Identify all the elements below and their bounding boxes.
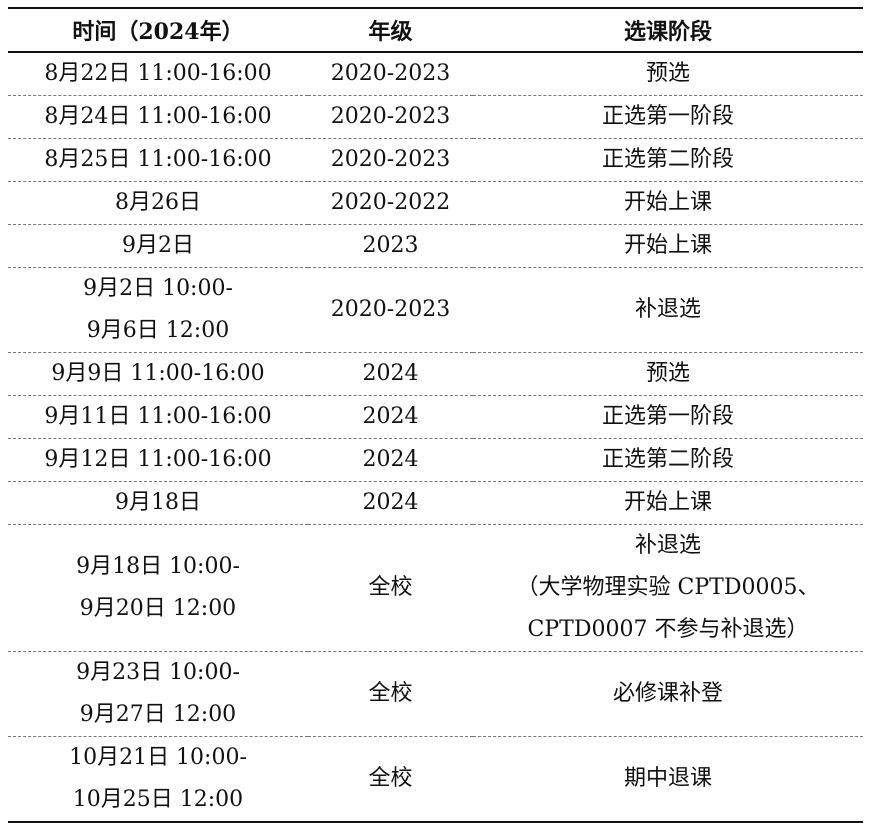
stage-cell: 正选第一阶段 xyxy=(473,395,863,439)
grade-cell: 2020-2023 xyxy=(308,267,473,353)
grade-cell: 2020-2022 xyxy=(308,181,473,225)
stage-cell: 开始上课 xyxy=(473,181,863,225)
stage-cell-line: 开始上课 xyxy=(623,190,712,215)
table-row: 9月18日 10:00- 9月20日 12:00 全校 补退选 （大学物理实验 CPTD… xyxy=(8,524,863,652)
time-cell-line: 8月25日 11:00-16:00 xyxy=(44,147,272,172)
time-cell: 9月2日 10:00- 9月6日 12:00 xyxy=(8,267,308,353)
table-row: 8月26日 2020-2022 开始上课 xyxy=(8,181,863,225)
time-cell: 9月9日 11:00-16:00 xyxy=(8,352,308,396)
stage-cell: 必修课补登 xyxy=(473,651,863,737)
grade-cell: 2020-2023 xyxy=(308,138,473,182)
stage-cell: 正选第二阶段 xyxy=(473,138,863,182)
time-cell-line: 9月2日 xyxy=(122,233,194,258)
stage-cell-line: 预选 xyxy=(645,361,690,386)
grade-cell: 2023 xyxy=(308,224,473,268)
time-cell-line: 9月20日 12:00 xyxy=(79,596,237,621)
time-cell-line: 9月9日 11:00-16:00 xyxy=(51,361,265,386)
stage-cell-line: 必修课补登 xyxy=(612,681,723,706)
table-row: 9月2日 2023 开始上课 xyxy=(8,224,863,268)
table-row: 8月25日 11:00-16:00 2020-2023 正选第二阶段 xyxy=(8,138,863,182)
stage-cell-line: 补退选 xyxy=(634,297,701,322)
stage-cell: 开始上课 xyxy=(473,481,863,525)
stage-cell: 补退选 xyxy=(473,267,863,353)
time-cell-line: 8月22日 11:00-16:00 xyxy=(44,61,272,86)
table-row: 9月2日 10:00- 9月6日 12:00 2020-2023 补退选 xyxy=(8,267,863,353)
time-cell-line: 8月24日 11:00-16:00 xyxy=(44,104,272,129)
table-row: 9月18日 2024 开始上课 xyxy=(8,481,863,525)
stage-cell: 正选第一阶段 xyxy=(473,95,863,139)
header-row: 时间（2024年） 年级 选课阶段 xyxy=(8,7,863,53)
table-row: 8月24日 11:00-16:00 2020-2023 正选第一阶段 xyxy=(8,95,863,139)
stage-cell-line: 期中退课 xyxy=(623,766,712,791)
table-row: 10月21日 10:00- 10月25日 12:00 全校 期中退课 xyxy=(8,736,863,823)
grade-cell: 2024 xyxy=(308,481,473,525)
time-cell-line: 9月18日 xyxy=(115,490,201,515)
table-row: 9月9日 11:00-16:00 2024 预选 xyxy=(8,352,863,396)
header-time: 时间（2024年） xyxy=(8,7,308,53)
table-body: 8月22日 11:00-16:00 2020-2023 预选 8月24日 11:00-… xyxy=(8,52,863,823)
grade-cell: 全校 xyxy=(308,736,473,823)
grade-cell: 全校 xyxy=(308,651,473,737)
table-row: 9月23日 10:00- 9月27日 12:00 全校 必修课补登 xyxy=(8,651,863,737)
stage-cell: 开始上课 xyxy=(473,224,863,268)
time-cell: 9月18日 10:00- 9月20日 12:00 xyxy=(8,524,308,652)
schedule-table: 时间（2024年） 年级 选课阶段 8月22日 11:00-16:00 2020-… xyxy=(8,7,863,823)
stage-cell-line: CPTD0007 不参与补退选） xyxy=(527,617,809,642)
time-cell: 8月26日 xyxy=(8,181,308,225)
stage-cell-line: 正选第二阶段 xyxy=(601,147,734,172)
time-cell-line: 10月25日 12:00 xyxy=(72,787,244,812)
stage-cell: 补退选 （大学物理实验 CPTD0005、 CPTD0007 不参与补退选） xyxy=(473,524,863,652)
time-cell: 9月23日 10:00- 9月27日 12:00 xyxy=(8,651,308,737)
grade-cell: 2024 xyxy=(308,395,473,439)
table-row: 8月22日 11:00-16:00 2020-2023 预选 xyxy=(8,52,863,96)
table-row: 9月11日 11:00-16:00 2024 正选第一阶段 xyxy=(8,395,863,439)
grade-cell: 全校 xyxy=(308,524,473,652)
grade-cell: 2020-2023 xyxy=(308,52,473,96)
stage-cell-line: 预选 xyxy=(645,61,690,86)
time-cell-line: 9月11日 11:00-16:00 xyxy=(44,404,272,429)
stage-cell-line: 开始上课 xyxy=(623,233,712,258)
time-cell-line: 9月6日 12:00 xyxy=(86,318,230,343)
header-grade: 年级 xyxy=(308,7,473,53)
time-cell: 9月11日 11:00-16:00 xyxy=(8,395,308,439)
time-cell-line: 9月12日 11:00-16:00 xyxy=(44,447,272,472)
time-cell-line: 9月2日 10:00- xyxy=(83,276,233,301)
stage-cell: 正选第二阶段 xyxy=(473,438,863,482)
time-cell: 9月12日 11:00-16:00 xyxy=(8,438,308,482)
stage-cell: 预选 xyxy=(473,52,863,96)
stage-cell-line: 开始上课 xyxy=(623,490,712,515)
time-cell: 9月2日 xyxy=(8,224,308,268)
stage-cell-line: 补退选 xyxy=(634,533,701,558)
time-cell: 8月24日 11:00-16:00 xyxy=(8,95,308,139)
stage-cell-line: 正选第一阶段 xyxy=(601,404,734,429)
stage-cell-line: （大学物理实验 CPTD0005、 xyxy=(516,575,820,600)
stage-cell-line: 正选第二阶段 xyxy=(601,447,734,472)
time-cell-line: 8月26日 xyxy=(115,190,201,215)
time-cell-line: 9月27日 12:00 xyxy=(79,702,237,727)
time-cell: 9月18日 xyxy=(8,481,308,525)
time-cell: 8月22日 11:00-16:00 xyxy=(8,52,308,96)
time-cell-line: 10月21日 10:00- xyxy=(69,745,247,770)
time-cell: 8月25日 11:00-16:00 xyxy=(8,138,308,182)
grade-cell: 2020-2023 xyxy=(308,95,473,139)
stage-cell: 期中退课 xyxy=(473,736,863,823)
time-cell: 10月21日 10:00- 10月25日 12:00 xyxy=(8,736,308,823)
grade-cell: 2024 xyxy=(308,438,473,482)
header-stage: 选课阶段 xyxy=(473,7,863,53)
grade-cell: 2024 xyxy=(308,352,473,396)
stage-cell-line: 正选第一阶段 xyxy=(601,104,734,129)
time-cell-line: 9月18日 10:00- xyxy=(76,554,240,579)
table-row: 9月12日 11:00-16:00 2024 正选第二阶段 xyxy=(8,438,863,482)
time-cell-line: 9月23日 10:00- xyxy=(76,660,240,685)
stage-cell: 预选 xyxy=(473,352,863,396)
